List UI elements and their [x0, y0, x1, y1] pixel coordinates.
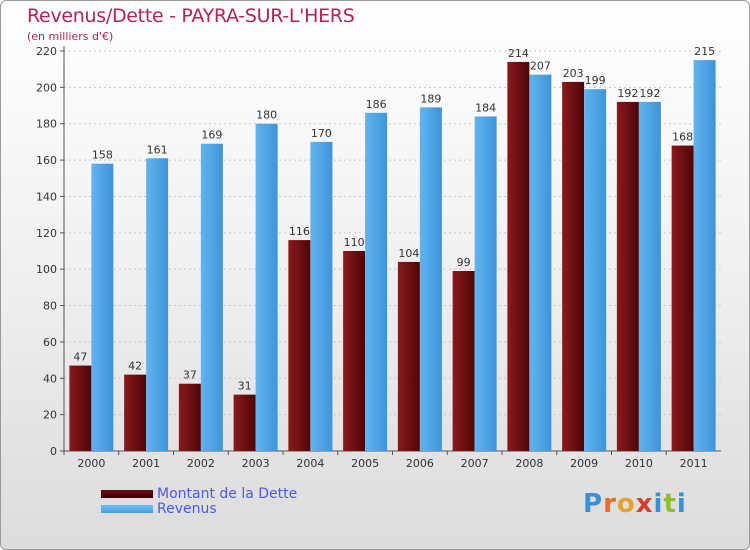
- bar-dette: [124, 374, 147, 451]
- data-label-dette: 31: [238, 380, 252, 393]
- x-tick-label: 2006: [406, 457, 434, 470]
- bar-dette: [288, 240, 311, 451]
- y-tick-label: 180: [36, 118, 57, 131]
- data-label-revenus: 189: [420, 92, 441, 105]
- bar-revenus: [638, 101, 661, 451]
- x-tick-label: 2003: [242, 457, 270, 470]
- chart-title: Revenus/Dette - PAYRA-SUR-L'HERS: [27, 5, 355, 27]
- bar-dette: [452, 271, 475, 451]
- bar-dette: [671, 145, 694, 451]
- bar-revenus: [365, 112, 388, 452]
- y-tick-label: 120: [36, 227, 57, 240]
- data-label-dette: 168: [672, 131, 693, 144]
- bar-revenus: [584, 89, 607, 451]
- x-tick-label: 2001: [132, 457, 160, 470]
- bar-revenus: [146, 158, 169, 452]
- data-label-revenus: 180: [256, 109, 277, 122]
- data-label-revenus: 169: [201, 129, 222, 142]
- y-tick-label: 200: [36, 81, 57, 94]
- data-label-dette: 192: [617, 87, 638, 100]
- bar-revenus: [200, 143, 223, 451]
- y-tick-label: 220: [36, 45, 57, 58]
- x-tick-label: 2007: [461, 457, 489, 470]
- data-label-dette: 203: [563, 67, 584, 80]
- y-tick-label: 160: [36, 154, 57, 167]
- data-label-dette: 37: [183, 369, 197, 382]
- data-label-revenus: 192: [639, 87, 660, 100]
- data-label-dette: 214: [508, 47, 529, 60]
- data-label-revenus: 199: [585, 74, 606, 87]
- data-label-dette: 116: [289, 225, 310, 238]
- bar-dette: [69, 365, 92, 451]
- data-label-dette: 42: [128, 360, 142, 373]
- bar-revenus: [529, 74, 552, 452]
- bar-dette: [397, 261, 420, 451]
- bar-revenus: [474, 116, 497, 452]
- x-tick-label: 2004: [296, 457, 324, 470]
- legend-label-dette: Montant de la Dette: [157, 486, 298, 502]
- logo-letter: i: [653, 489, 664, 519]
- legend-swatch-dette: [101, 490, 153, 498]
- legend-label-revenus: Revenus: [157, 501, 217, 517]
- y-tick-label: 80: [43, 300, 57, 313]
- logo-letter: o: [616, 489, 636, 519]
- bar-revenus: [310, 141, 333, 451]
- y-tick-label: 60: [43, 336, 57, 349]
- data-label-revenus: 158: [92, 149, 113, 162]
- bar-dette: [507, 61, 530, 452]
- chart-subtitle: (en milliers d'€): [27, 30, 114, 43]
- logo-letter: r: [603, 489, 617, 519]
- logo-letter: x: [635, 489, 654, 519]
- bar-revenus: [91, 163, 114, 451]
- y-tick-label: 0: [50, 445, 57, 458]
- data-label-revenus: 170: [311, 127, 332, 140]
- data-label-revenus: 186: [366, 98, 387, 111]
- bar-dette: [233, 394, 256, 451]
- data-label-revenus: 184: [475, 101, 496, 114]
- data-label-dette: 110: [344, 236, 365, 249]
- data-label-revenus: 161: [147, 143, 168, 156]
- y-tick-label: 140: [36, 190, 57, 203]
- x-tick-label: 2005: [351, 457, 379, 470]
- x-tick-label: 2010: [625, 457, 653, 470]
- data-label-revenus: 207: [530, 60, 551, 73]
- bar-revenus: [419, 107, 442, 451]
- logo-letter: P: [583, 489, 604, 519]
- data-label-revenus: 215: [694, 45, 715, 58]
- y-tick-label: 100: [36, 263, 57, 276]
- logo-letter: i: [676, 489, 687, 519]
- bar-revenus: [255, 123, 278, 452]
- y-tick-label: 20: [43, 409, 57, 422]
- x-tick-label: 2009: [570, 457, 598, 470]
- data-label-dette: 47: [73, 351, 87, 364]
- bar-dette: [616, 101, 639, 451]
- bar-dette: [562, 81, 585, 451]
- x-tick-label: 2000: [77, 457, 105, 470]
- y-tick-label: 40: [43, 372, 57, 385]
- x-tick-label: 2011: [680, 457, 708, 470]
- logo-letter: t: [663, 489, 677, 519]
- x-tick-label: 2002: [187, 457, 215, 470]
- bar-dette: [178, 383, 201, 451]
- x-tick-label: 2008: [515, 457, 543, 470]
- proxiti-logo: Proxiti: [583, 489, 687, 519]
- data-label-dette: 104: [398, 247, 419, 260]
- bar-revenus: [693, 60, 716, 451]
- bar-dette: [343, 251, 366, 451]
- legend-swatch-revenus: [101, 505, 153, 513]
- data-label-dette: 99: [457, 256, 471, 269]
